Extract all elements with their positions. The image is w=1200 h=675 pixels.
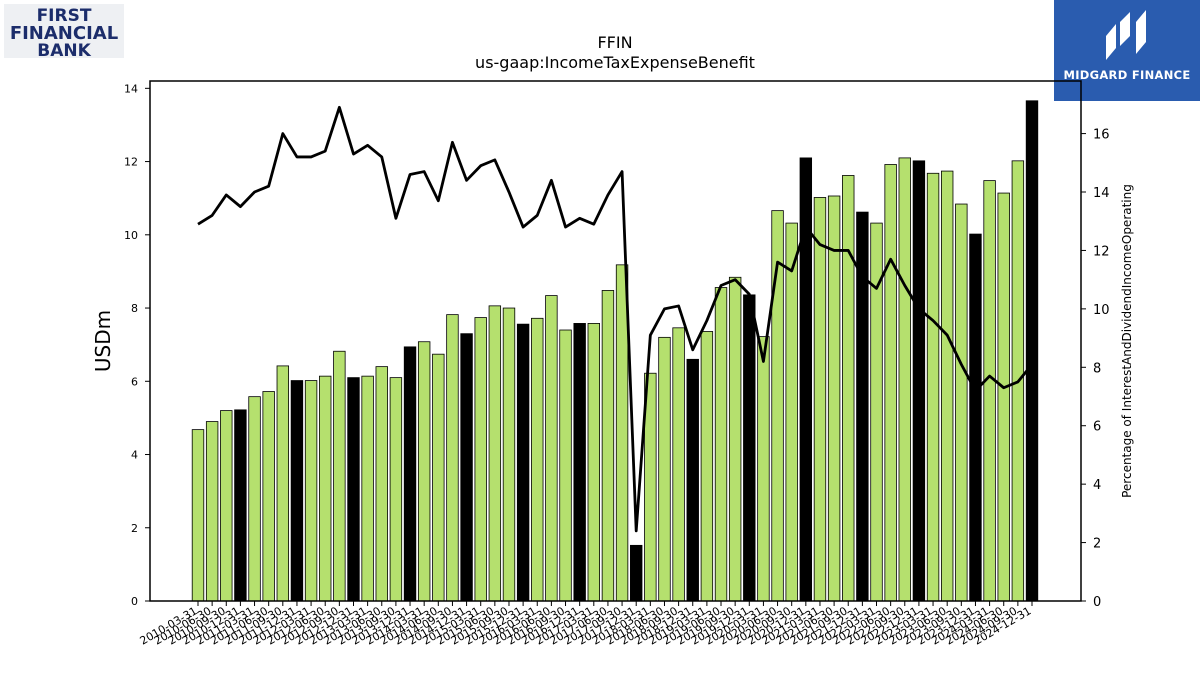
bar — [813, 197, 827, 602]
bar — [248, 396, 261, 602]
bar — [488, 305, 502, 602]
bar — [785, 222, 798, 602]
bar — [573, 323, 586, 602]
bar — [842, 175, 855, 602]
bar — [276, 365, 290, 602]
bar — [220, 410, 233, 602]
bar — [319, 375, 332, 602]
bar — [757, 336, 770, 602]
bar — [601, 290, 615, 602]
y-right-tick-label: 2 — [1093, 537, 1101, 552]
y-tick-label: 6 — [131, 375, 138, 388]
logo-line-2: FINANCIAL — [9, 23, 119, 44]
bar — [700, 331, 714, 602]
bar — [516, 323, 530, 602]
bar — [827, 195, 841, 602]
y-right-tick-label: 10 — [1093, 303, 1110, 318]
logo-line-3: BANK — [37, 41, 91, 61]
ratio-line — [197, 105, 1034, 533]
bar — [389, 377, 403, 602]
logo-line-1: FIRST — [36, 6, 92, 26]
bar — [969, 233, 982, 602]
y-right-tick-label: 14 — [1093, 186, 1110, 201]
y-tick-label: 2 — [131, 522, 138, 535]
y-right-tick-label: 12 — [1093, 244, 1110, 259]
y-right-tick-label: 8 — [1093, 361, 1101, 376]
y-tick-label: 8 — [131, 302, 138, 315]
bar — [234, 409, 247, 602]
bars-group — [191, 100, 1039, 602]
bar — [446, 314, 459, 602]
bar — [940, 170, 954, 602]
axes-group: 0246810121402468101214162010-03-312010-0… — [124, 80, 1110, 648]
bar — [474, 317, 487, 602]
y-right-tick-label: 16 — [1093, 128, 1110, 143]
bar — [799, 157, 813, 602]
plot-frame — [149, 80, 1082, 602]
bar — [983, 180, 996, 602]
bar — [615, 264, 629, 602]
bar — [884, 164, 897, 602]
bar — [460, 333, 473, 602]
y-right-tick-label: 4 — [1093, 478, 1101, 493]
bar — [559, 329, 572, 602]
first-financial-bank-logo: FIRST FINANCIAL BANK — [4, 4, 124, 61]
line-group — [197, 105, 1034, 533]
bar — [714, 287, 728, 602]
y-right-tick-label: 6 — [1093, 420, 1101, 435]
logo-text: MIDGARD FINANCE — [1063, 68, 1191, 82]
bar — [191, 429, 205, 602]
bar — [290, 380, 304, 602]
bar — [912, 160, 926, 602]
bar — [417, 341, 431, 602]
bar — [955, 203, 968, 602]
bar — [333, 350, 346, 602]
midgard-emblem-icon — [1106, 10, 1146, 60]
bar — [926, 172, 940, 602]
bar — [898, 157, 911, 602]
bar — [262, 391, 275, 602]
chart-subtitle: us-gaap:IncomeTaxExpenseBenefit — [475, 53, 755, 72]
bar — [1025, 100, 1039, 602]
bar — [531, 317, 544, 602]
y-tick-label: 4 — [131, 449, 138, 462]
bar — [672, 327, 685, 602]
bar — [347, 377, 360, 602]
right-axis-label: Percentage of InterestAndDividendIncomeO… — [1120, 184, 1134, 498]
bar — [361, 375, 374, 602]
y-tick-label: 12 — [124, 156, 138, 169]
midgard-finance-logo: MIDGARD FINANCE — [1054, 0, 1200, 101]
bar — [502, 307, 516, 602]
bar — [728, 276, 742, 602]
y-right-tick-label: 0 — [1093, 595, 1101, 610]
bar — [630, 544, 643, 602]
bar — [587, 323, 600, 602]
chart-title: FFIN — [597, 33, 632, 52]
bar — [432, 353, 445, 602]
bar — [997, 192, 1010, 602]
bar — [658, 336, 671, 602]
bar — [545, 295, 558, 602]
y-tick-label: 0 — [131, 595, 138, 608]
bar — [205, 421, 219, 602]
bar — [403, 346, 417, 602]
bar — [304, 380, 318, 602]
bar — [743, 294, 756, 602]
bar — [686, 358, 699, 602]
y-tick-label: 14 — [124, 82, 138, 95]
y-axis-label: USDm — [91, 310, 115, 372]
y-tick-label: 10 — [124, 229, 138, 242]
bar — [375, 366, 388, 602]
